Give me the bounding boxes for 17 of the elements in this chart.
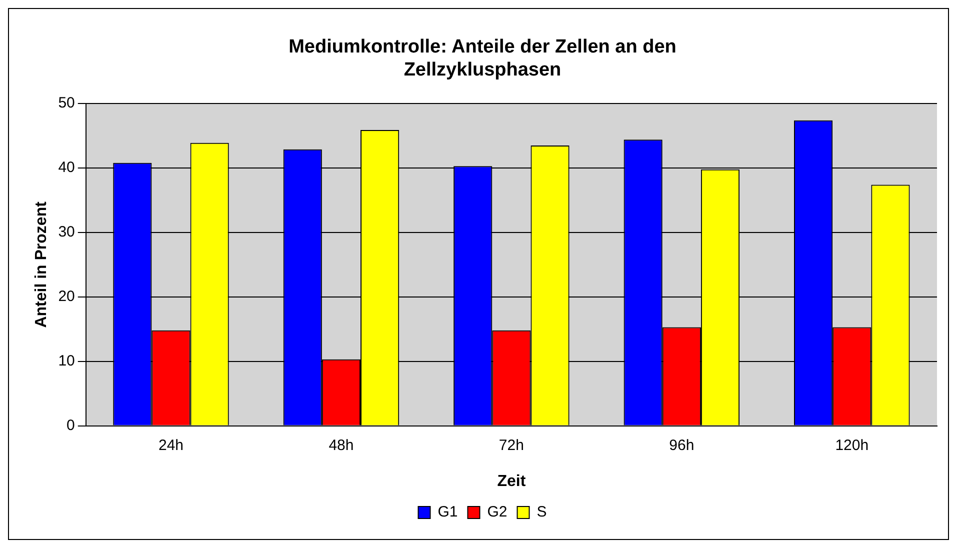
y-tick-label: 40: [58, 159, 75, 176]
x-tick-label: 72h: [498, 436, 524, 454]
chart-title: Mediumkontrolle: Anteile der Zellen an den Zellzyklusphasen: [288, 36, 676, 80]
legend-label: S: [536, 504, 547, 521]
x-tick-label: 120h: [835, 436, 869, 454]
legend-label: G2: [487, 504, 508, 521]
y-tick-label: 0: [66, 416, 75, 434]
x-axis-title: Zeit: [497, 472, 526, 490]
y-tick-label: 20: [58, 288, 75, 306]
y-axis-title: Anteil in Prozent: [33, 200, 50, 328]
legend-label: G1: [438, 504, 458, 521]
y-tick-label: 30: [58, 224, 75, 241]
x-tick-label: 48h: [328, 436, 354, 454]
x-tick-label: 24h: [158, 436, 184, 454]
x-tick-label: 96h: [669, 436, 694, 454]
y-tick-label: 50: [58, 94, 75, 112]
y-tick-label: 10: [58, 352, 75, 370]
